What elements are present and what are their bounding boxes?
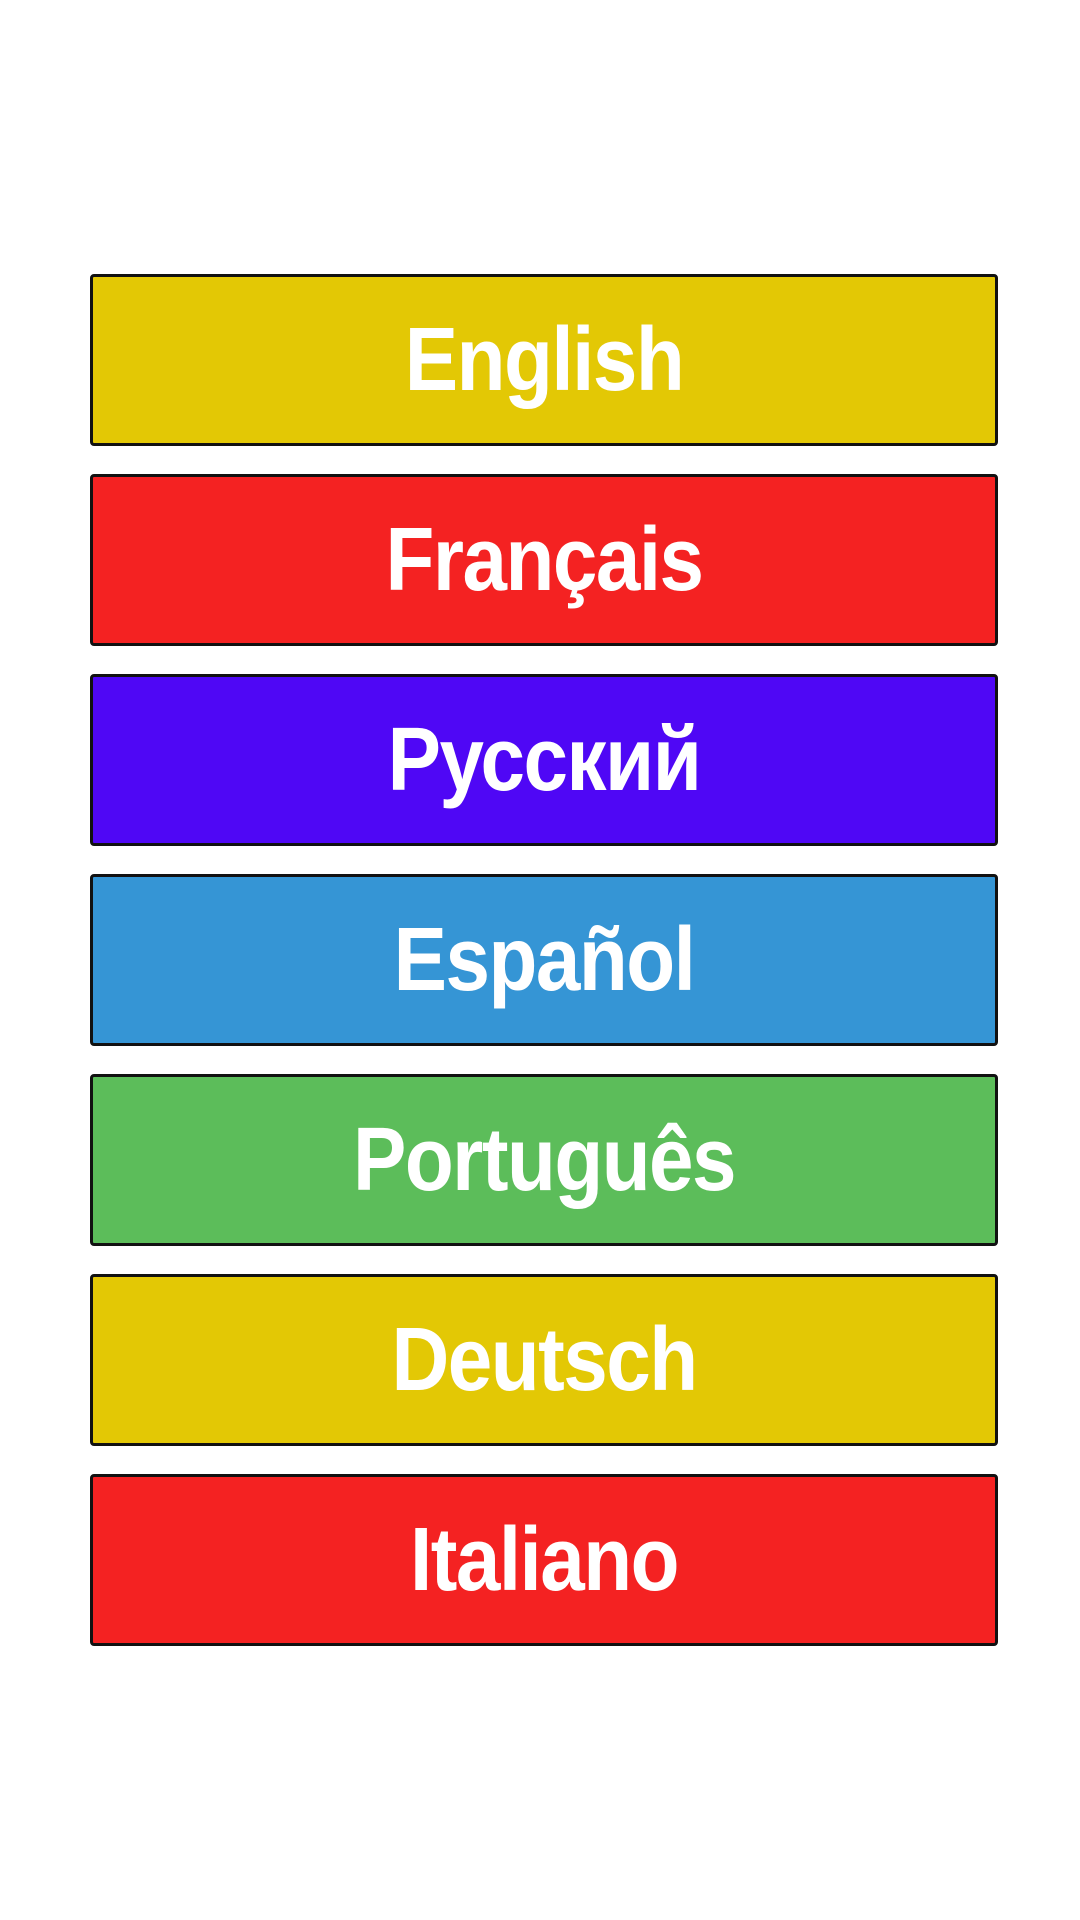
language-button-russian[interactable]: Русский xyxy=(90,674,998,846)
language-button-spanish[interactable]: Español xyxy=(90,874,998,1046)
language-button-french[interactable]: Français xyxy=(90,474,998,646)
language-button-german[interactable]: Deutsch xyxy=(90,1274,998,1446)
language-label: Português xyxy=(352,1109,737,1210)
language-button-english[interactable]: English xyxy=(90,274,998,446)
language-label: Русский xyxy=(387,709,702,810)
language-label: English xyxy=(404,309,685,410)
language-button-portuguese[interactable]: Português xyxy=(90,1074,998,1246)
language-label: Deutsch xyxy=(391,1309,698,1410)
language-label: Français xyxy=(385,509,704,610)
language-label: Español xyxy=(393,909,696,1010)
language-list: English Français Русский Español Portugu… xyxy=(90,274,998,1674)
language-label: Italiano xyxy=(409,1509,680,1610)
language-button-italian[interactable]: Italiano xyxy=(90,1474,998,1646)
